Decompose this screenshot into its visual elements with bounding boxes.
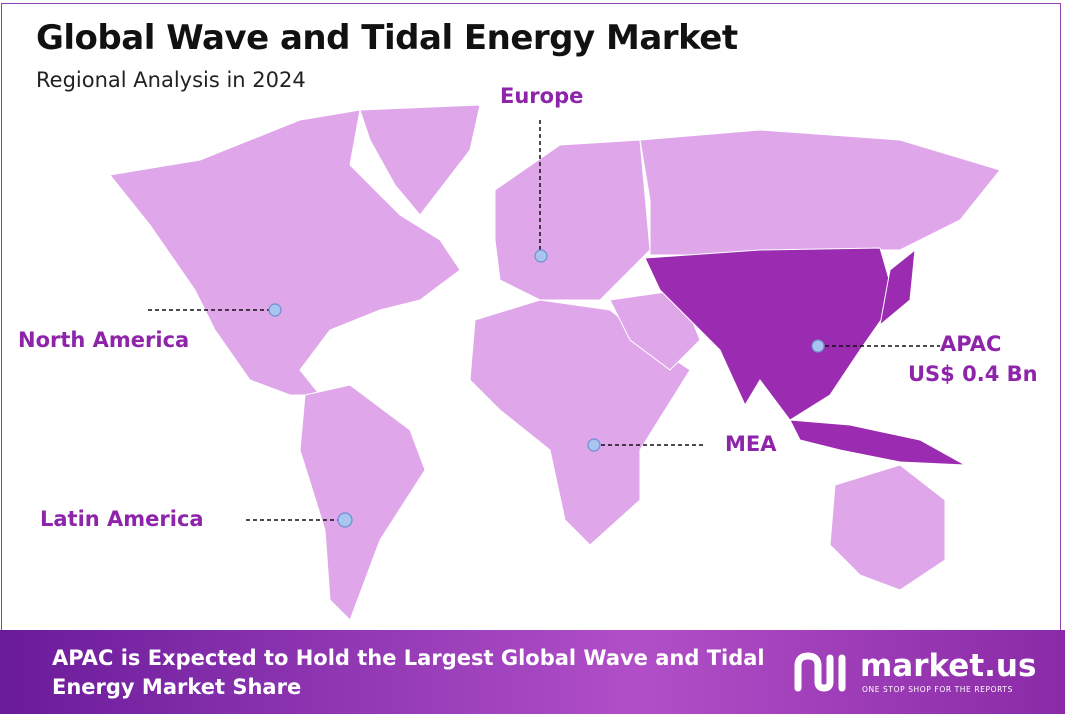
region-dot	[534, 249, 548, 263]
region-label: Europe	[500, 84, 584, 108]
europe	[494, 139, 651, 301]
leaders	[148, 120, 940, 521]
region-value: US$ 0.4 Bn	[908, 362, 1038, 386]
africa	[469, 299, 691, 546]
markers	[268, 249, 825, 528]
region-dot	[268, 303, 282, 317]
footer: APAC is Expected to Hold the Largest Glo…	[0, 630, 1065, 714]
south-america	[299, 384, 426, 621]
title: Global Wave and Tidal Energy Market	[36, 18, 738, 58]
logo-text: market.us	[860, 648, 1037, 684]
subtitle: Regional Analysis in 2024	[36, 68, 306, 92]
greenland	[359, 104, 481, 216]
footer-text: APAC is Expected to Hold the Largest Glo…	[52, 646, 765, 699]
australia	[829, 464, 946, 591]
region-label: MEA	[725, 432, 777, 456]
region-dot	[811, 339, 825, 353]
land	[109, 104, 1001, 621]
tagline: ONE STOP SHOP FOR THE REPORTS	[862, 685, 1013, 694]
region-dot	[337, 512, 353, 528]
north-asia	[639, 129, 1001, 256]
apac-islands	[789, 419, 966, 466]
region-label: Latin America	[40, 507, 204, 531]
region-dot	[587, 438, 601, 452]
logo-shape	[794, 652, 834, 692]
region-label: APAC	[940, 332, 1002, 356]
apac	[644, 247, 966, 466]
logo-icon	[794, 652, 846, 692]
japan	[879, 248, 916, 327]
frame	[1, 3, 1061, 710]
region-label: North America	[18, 328, 190, 352]
